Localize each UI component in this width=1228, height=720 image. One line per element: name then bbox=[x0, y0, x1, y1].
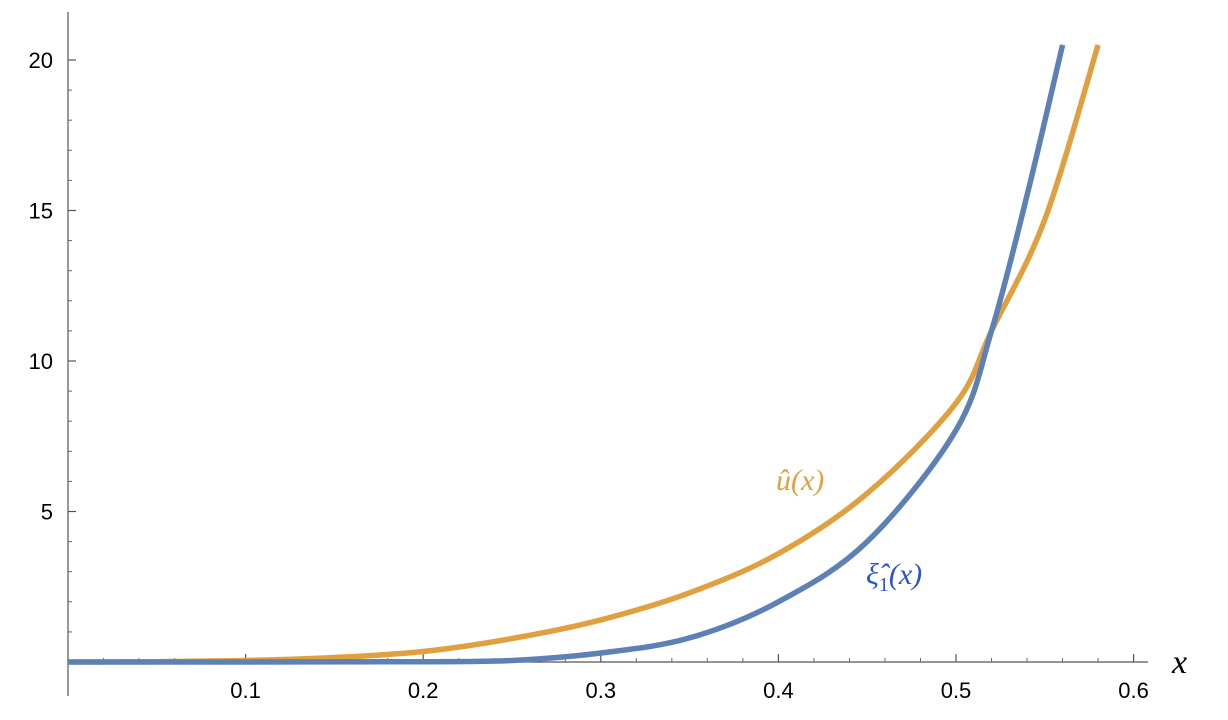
y-tick-label: 15 bbox=[29, 199, 53, 224]
x-tick-label: 0.4 bbox=[763, 678, 794, 703]
x-axis-title: x bbox=[1171, 644, 1187, 681]
series-line-2 bbox=[67, 44, 1066, 665]
y-tick-label: 5 bbox=[41, 500, 53, 525]
y-tick-label: 10 bbox=[29, 349, 53, 374]
x-tick-label: 0.5 bbox=[941, 678, 972, 703]
y-tick-label: 20 bbox=[29, 48, 53, 73]
x-axis-ticks: 0.1 0.2 0.3 0.4 0.5 0.6 bbox=[230, 654, 1149, 703]
x-tick-label: 0.6 bbox=[1118, 678, 1149, 703]
y-axis-ticks: 5 10 15 20 bbox=[29, 48, 76, 525]
x-tick-label: 0.2 bbox=[408, 678, 439, 703]
minor-ticks bbox=[68, 89, 1099, 662]
series-line-1 bbox=[67, 44, 1101, 665]
series-label-1: û(x) bbox=[776, 464, 824, 497]
series-label-2: ξ̂1(x) bbox=[866, 558, 922, 596]
series-group: û(x) ξ̂1(x) bbox=[67, 44, 1101, 665]
x-tick-label: 0.1 bbox=[230, 678, 261, 703]
x-tick-label: 0.3 bbox=[586, 678, 617, 703]
